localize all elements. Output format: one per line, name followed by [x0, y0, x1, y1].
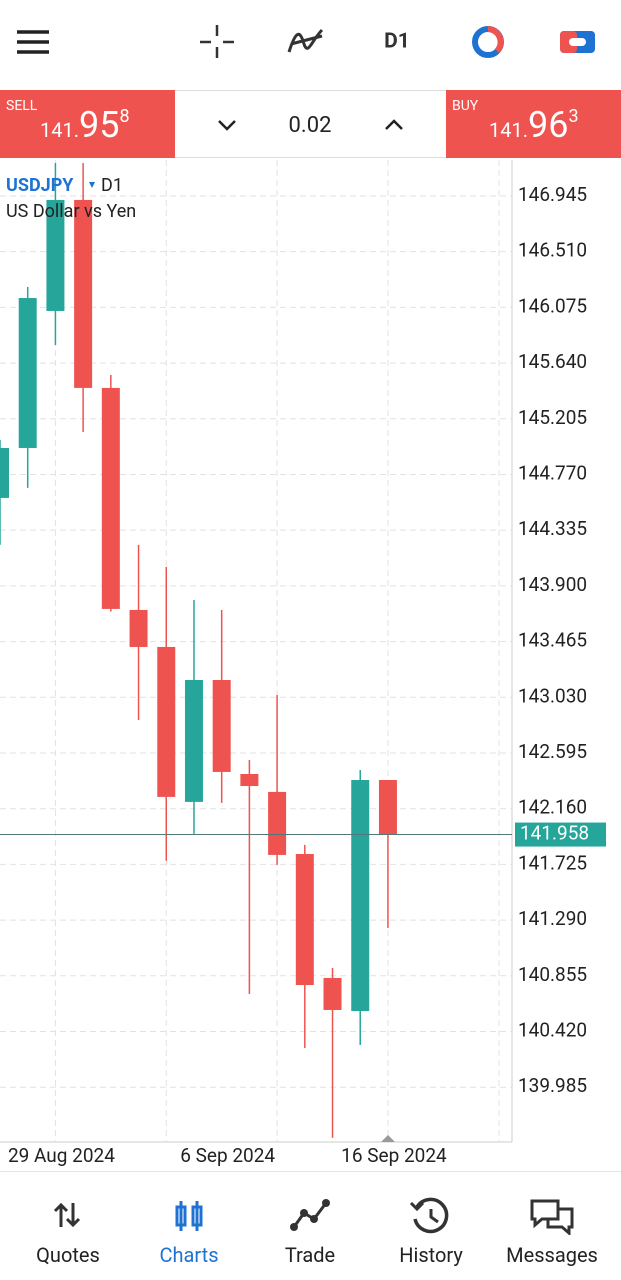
last-price-box	[515, 822, 606, 847]
candle-body	[212, 680, 231, 772]
candle-body	[240, 773, 259, 787]
candle-body	[351, 780, 370, 1012]
lot-panel: 0.02	[175, 90, 446, 158]
x-tick-label: 6 Sep 2024	[180, 1144, 275, 1167]
symbol-description: US Dollar vs Yen	[6, 201, 136, 222]
candle-body	[323, 977, 342, 1010]
scroll-marker[interactable]	[381, 1135, 395, 1142]
candle-body	[129, 609, 148, 647]
candle-body	[0, 447, 9, 498]
y-tick-label: 142.595	[518, 740, 587, 763]
y-tick-label: 140.420	[518, 1019, 587, 1042]
y-tick-label: 146.510	[518, 239, 587, 262]
y-tick-label: 145.205	[518, 406, 587, 429]
y-tick-label: 142.160	[518, 796, 587, 819]
candle-body	[46, 199, 65, 311]
lot-up[interactable]	[382, 115, 406, 135]
buy-big: 96	[528, 104, 569, 146]
sell-button[interactable]: SELL 141.958	[0, 90, 175, 158]
buy-sup: 3	[568, 106, 579, 127]
x-tick-label: 16 Sep 2024	[341, 1144, 447, 1167]
last-price-label: 141.958	[520, 822, 589, 845]
buy-button[interactable]: BUY 141.963	[446, 90, 621, 158]
symbol-dropdown[interactable]	[89, 182, 95, 188]
sell-label: SELL	[6, 98, 38, 114]
sell-sup: 8	[119, 106, 130, 127]
y-tick-label: 143.030	[518, 684, 587, 707]
buy-prefix: 141.	[489, 118, 528, 142]
timeframe-button[interactable]: D1	[384, 30, 410, 54]
y-tick-label: 139.985	[518, 1074, 587, 1097]
y-tick-label: 140.855	[518, 963, 587, 986]
nav-label: Quotes	[36, 1243, 100, 1267]
symbol-name[interactable]: USDJPY	[6, 175, 74, 196]
chart: USDJPY D1 US Dollar vs Yen 146.945 146.51…	[0, 160, 606, 1167]
sell-prefix: 141.	[40, 118, 79, 142]
candle-body	[74, 199, 93, 388]
candle-body	[101, 387, 120, 609]
candle-body	[378, 780, 397, 835]
y-tick-label: 141.725	[518, 851, 587, 874]
x-tick-label: 29 Aug 2024	[8, 1144, 115, 1167]
objects-button[interactable]	[472, 26, 504, 58]
nav-charts[interactable]: Charts	[129, 1195, 249, 1267]
y-tick-label: 141.290	[518, 907, 587, 930]
indicators-button[interactable]	[287, 28, 324, 53]
y-tick-label: 146.945	[518, 183, 587, 206]
candle-body	[184, 680, 203, 802]
candle-body	[157, 646, 176, 797]
lot-down[interactable]	[215, 115, 239, 135]
top-bar: D1	[17, 25, 595, 58]
y-tick-label: 144.770	[518, 462, 587, 485]
candle-body	[295, 854, 314, 986]
nav-quotes[interactable]: Quotes	[8, 1195, 128, 1267]
nav-divider	[0, 1171, 621, 1172]
nav-messages[interactable]: Messages	[492, 1195, 612, 1267]
lot-value[interactable]: 0.02	[288, 113, 332, 138]
nav-label: Trade	[284, 1243, 336, 1267]
y-tick-label: 145.640	[518, 350, 587, 373]
candle-body	[268, 791, 287, 855]
y-tick-label: 143.465	[518, 629, 587, 652]
candle-body	[18, 298, 37, 448]
y-tick-label: 143.900	[518, 573, 587, 596]
sell-big: 95	[79, 104, 120, 146]
symbol-timeframe: D1	[101, 175, 123, 196]
buy-label: BUY	[452, 98, 479, 114]
nav-label: History	[399, 1243, 463, 1267]
nav-trade[interactable]: Trade	[250, 1195, 370, 1267]
crosshair-button[interactable]	[200, 25, 234, 58]
nav-label: Messages	[506, 1243, 598, 1267]
nav-history[interactable]: History	[371, 1195, 491, 1267]
y-tick-label: 144.335	[518, 517, 587, 540]
y-tick-label: 146.075	[518, 294, 587, 317]
menu-button[interactable]	[17, 30, 49, 54]
nav-label: Charts	[159, 1243, 219, 1267]
trade-button[interactable]	[560, 31, 595, 53]
